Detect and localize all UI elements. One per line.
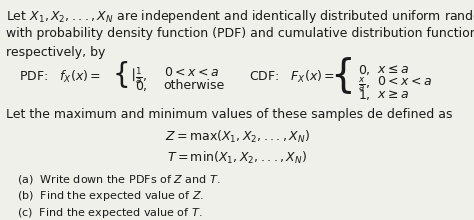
Text: $0 < x < a$: $0 < x < a$ <box>377 75 432 88</box>
Text: CDF:   $F_X(x) = $: CDF: $F_X(x) = $ <box>249 69 335 85</box>
Text: {: { <box>113 61 130 89</box>
Text: $0 < x < a$: $0 < x < a$ <box>164 66 219 79</box>
Text: with probability density function (PDF) and cumulative distribution function (CD: with probability density function (PDF) … <box>6 27 474 40</box>
Text: otherwise: otherwise <box>164 79 225 92</box>
Text: (b)  Find the expected value of $Z$.: (b) Find the expected value of $Z$. <box>17 189 204 203</box>
Text: (c)  Find the expected value of $T$.: (c) Find the expected value of $T$. <box>17 206 202 220</box>
Text: $0,$: $0,$ <box>358 63 371 77</box>
Text: respectively, by: respectively, by <box>6 46 105 59</box>
Text: $x \geq a$: $x \geq a$ <box>377 88 409 101</box>
Text: $Z = \mathrm{max}(X_1, X_2, ..., X_N)$: $Z = \mathrm{max}(X_1, X_2, ..., X_N)$ <box>164 129 310 145</box>
Text: PDF:   $f_X(x) = $: PDF: $f_X(x) = $ <box>19 69 101 85</box>
Text: Let the maximum and minimum values of these samples de defined as: Let the maximum and minimum values of th… <box>6 108 452 121</box>
Text: (a)  Write down the PDFs of $Z$ and $T$.: (a) Write down the PDFs of $Z$ and $T$. <box>17 173 220 186</box>
Text: $\frac{1}{a},$: $\frac{1}{a},$ <box>135 66 147 86</box>
Text: $T = \mathrm{min}(X_1, X_2, ..., X_N)$: $T = \mathrm{min}(X_1, X_2, ..., X_N)$ <box>167 150 307 166</box>
Text: $0,$: $0,$ <box>135 79 148 93</box>
Text: {: { <box>330 57 355 94</box>
Text: $\frac{x}{a},$: $\frac{x}{a},$ <box>358 75 370 93</box>
Text: Let $X_1, X_2, ..., X_N$ are independent and identically distributed uniform ran: Let $X_1, X_2, ..., X_N$ are independent… <box>6 8 474 25</box>
Text: $1,$: $1,$ <box>358 88 371 102</box>
Text: $x \leq a$: $x \leq a$ <box>377 63 409 76</box>
